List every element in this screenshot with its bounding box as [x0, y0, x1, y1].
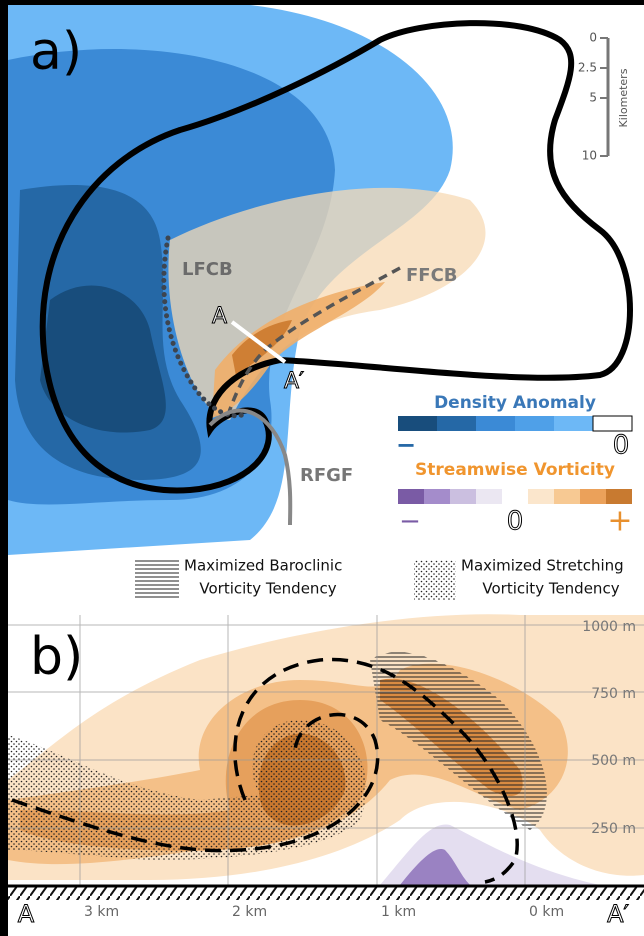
- legend-high: +: [607, 504, 632, 539]
- rfgf-label: RFGF: [300, 465, 353, 486]
- height-label: 500 m: [591, 753, 636, 769]
- legend-low: −: [396, 431, 416, 459]
- scale-label: 0: [589, 31, 597, 45]
- start-label: A: [18, 900, 35, 928]
- distance-label: 0 km: [529, 904, 564, 920]
- page: a) LFCB FFCB A A′ RFGF 0 2.5 5 10 Kilome…: [0, 0, 644, 936]
- ground: [8, 886, 644, 900]
- legend-title: Density Anomaly: [434, 393, 596, 413]
- legend-text: Maximized Baroclinic: [184, 557, 342, 575]
- legend-high: 0: [613, 431, 630, 461]
- legend-text: Vorticity Tendency: [199, 580, 336, 598]
- height-label: 1000 m: [582, 619, 636, 635]
- height-label: 750 m: [591, 686, 636, 702]
- end-label: A′: [607, 900, 629, 928]
- scale-unit: Kilometers: [617, 68, 630, 127]
- a-label: A: [212, 304, 227, 329]
- legend-text: Vorticity Tendency: [482, 580, 619, 598]
- ffcb-label: FFCB: [406, 265, 458, 286]
- figure: a) LFCB FFCB A A′ RFGF 0 2.5 5 10 Kilome…: [0, 0, 644, 936]
- scale-label: 5: [589, 91, 597, 105]
- legend-low: −: [399, 507, 421, 537]
- panel-label: a): [30, 22, 82, 82]
- distance-label: 2 km: [232, 904, 267, 920]
- legend-title: Streamwise Vorticity: [415, 460, 615, 480]
- hatch-swatch: [135, 560, 179, 598]
- scale-label: 10: [582, 149, 597, 163]
- scale-label: 2.5: [578, 61, 597, 75]
- lfcb-label: LFCB: [182, 259, 233, 280]
- a-prime-label: A′: [284, 369, 304, 394]
- distance-label: 3 km: [84, 904, 119, 920]
- legend-text: Maximized Stretching: [461, 557, 624, 575]
- legend-mid: 0: [507, 507, 524, 537]
- density-colorbar: [398, 416, 632, 431]
- vorticity-colorbar: [398, 489, 632, 504]
- panel-label: b): [30, 627, 83, 687]
- height-label: 250 m: [591, 821, 636, 837]
- stipple-swatch: [414, 560, 456, 600]
- distance-label: 1 km: [381, 904, 416, 920]
